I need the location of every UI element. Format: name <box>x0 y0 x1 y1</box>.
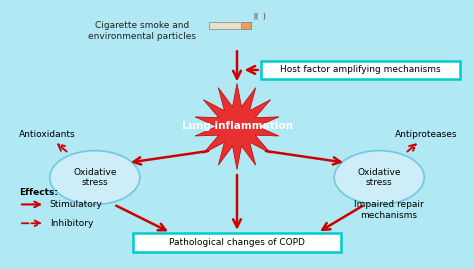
FancyBboxPatch shape <box>133 233 341 252</box>
Text: Cigarette smoke and
environmental particles: Cigarette smoke and environmental partic… <box>88 21 196 41</box>
Text: Stimulatory: Stimulatory <box>50 200 103 209</box>
Text: Effects:: Effects: <box>19 188 58 197</box>
Text: Antiproteases: Antiproteases <box>395 130 458 139</box>
Text: Pathological changes of COPD: Pathological changes of COPD <box>169 238 305 247</box>
Ellipse shape <box>50 151 140 204</box>
FancyBboxPatch shape <box>241 22 251 29</box>
Text: Lung inflammation: Lung inflammation <box>182 121 292 132</box>
Ellipse shape <box>334 151 424 204</box>
Text: Host factor amplifying mechanisms: Host factor amplifying mechanisms <box>280 65 440 75</box>
Text: Oxidative
stress: Oxidative stress <box>357 168 401 187</box>
FancyBboxPatch shape <box>261 61 460 79</box>
Text: Inhibitory: Inhibitory <box>50 219 93 228</box>
Text: Antioxidants: Antioxidants <box>19 130 76 139</box>
Text: Impaired repair
mechanisms: Impaired repair mechanisms <box>354 200 424 220</box>
Polygon shape <box>195 83 279 169</box>
Text: Oxidative
stress: Oxidative stress <box>73 168 117 187</box>
FancyBboxPatch shape <box>209 22 251 29</box>
